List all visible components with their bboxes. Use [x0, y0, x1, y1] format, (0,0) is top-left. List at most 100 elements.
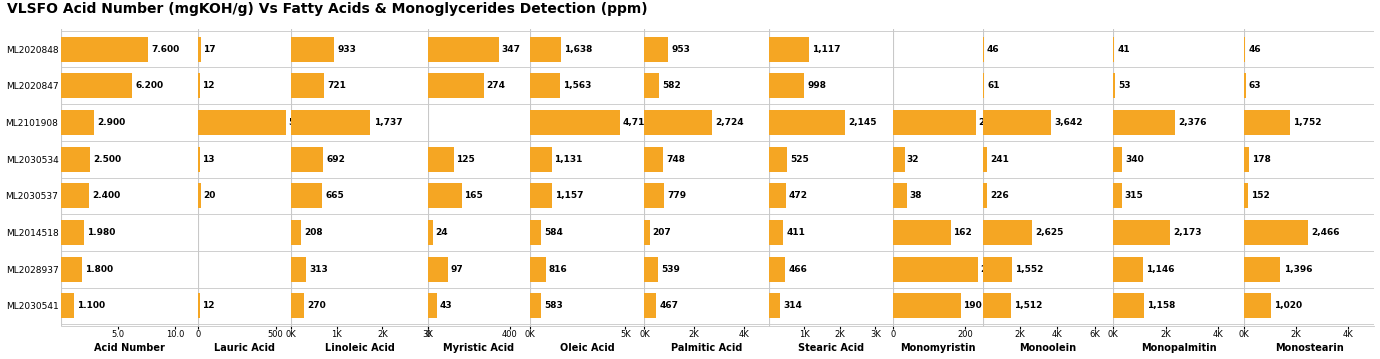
- Bar: [1114, 220, 1170, 245]
- Bar: [428, 293, 437, 318]
- Bar: [197, 73, 200, 98]
- Text: 13: 13: [203, 155, 215, 164]
- Bar: [893, 293, 962, 318]
- Bar: [530, 73, 560, 98]
- Bar: [197, 183, 201, 208]
- X-axis label: Lauric Acid: Lauric Acid: [214, 344, 275, 354]
- Text: 314: 314: [782, 302, 802, 311]
- Bar: [983, 110, 1050, 135]
- Bar: [983, 220, 1032, 245]
- Text: 1,158: 1,158: [1147, 302, 1176, 311]
- Text: 43: 43: [439, 302, 453, 311]
- Text: 411: 411: [787, 228, 806, 237]
- Bar: [644, 147, 662, 172]
- Text: 779: 779: [667, 191, 686, 200]
- Bar: [1114, 183, 1122, 208]
- Bar: [428, 220, 433, 245]
- Text: 2.900: 2.900: [98, 118, 126, 127]
- Bar: [428, 37, 498, 61]
- Text: 274: 274: [487, 81, 505, 90]
- Text: 564: 564: [288, 118, 306, 127]
- Text: 1,638: 1,638: [564, 45, 592, 53]
- Text: 190: 190: [963, 302, 983, 311]
- Text: 178: 178: [1252, 155, 1271, 164]
- Bar: [61, 37, 148, 61]
- X-axis label: Monopalmitin: Monopalmitin: [1141, 344, 1216, 354]
- Text: 692: 692: [326, 155, 345, 164]
- X-axis label: Myristic Acid: Myristic Acid: [443, 344, 515, 354]
- Bar: [291, 293, 304, 318]
- Bar: [893, 257, 978, 282]
- Bar: [1243, 183, 1248, 208]
- Bar: [769, 110, 845, 135]
- Bar: [530, 293, 541, 318]
- Text: 125: 125: [457, 155, 475, 164]
- Text: 748: 748: [667, 155, 684, 164]
- Text: 24: 24: [436, 228, 448, 237]
- Text: 46: 46: [1249, 45, 1261, 53]
- Bar: [428, 73, 484, 98]
- Text: 2,724: 2,724: [715, 118, 744, 127]
- Text: VLSFO Acid Number (mgKOH/g) Vs Fatty Acids & Monoglycerides Detection (ppm): VLSFO Acid Number (mgKOH/g) Vs Fatty Aci…: [7, 2, 647, 16]
- Bar: [644, 37, 668, 61]
- Text: 998: 998: [807, 81, 827, 90]
- Text: 315: 315: [1125, 191, 1144, 200]
- Text: 7.600: 7.600: [152, 45, 179, 53]
- Text: 2,145: 2,145: [849, 118, 876, 127]
- Bar: [291, 183, 322, 208]
- Bar: [644, 293, 656, 318]
- Text: 32: 32: [907, 155, 919, 164]
- X-axis label: Oleic Acid: Oleic Acid: [560, 344, 614, 354]
- Bar: [61, 110, 94, 135]
- Bar: [1114, 257, 1143, 282]
- Text: 2.500: 2.500: [92, 155, 121, 164]
- Bar: [983, 183, 987, 208]
- Bar: [530, 220, 541, 245]
- Text: 17: 17: [203, 45, 215, 53]
- X-axis label: Stearic Acid: Stearic Acid: [798, 344, 864, 354]
- Text: 2,625: 2,625: [1035, 228, 1064, 237]
- Bar: [644, 183, 664, 208]
- Bar: [769, 183, 785, 208]
- Bar: [291, 257, 305, 282]
- Bar: [197, 147, 200, 172]
- Bar: [61, 147, 90, 172]
- Bar: [291, 73, 324, 98]
- Bar: [530, 183, 552, 208]
- Text: 162: 162: [954, 228, 972, 237]
- Bar: [530, 37, 562, 61]
- Bar: [291, 37, 334, 61]
- Text: 583: 583: [544, 302, 563, 311]
- Bar: [61, 293, 73, 318]
- Bar: [644, 110, 712, 135]
- X-axis label: Monostearin: Monostearin: [1275, 344, 1344, 354]
- Text: 1,563: 1,563: [563, 81, 591, 90]
- Text: 165: 165: [464, 191, 483, 200]
- Text: 2,173: 2,173: [1173, 228, 1202, 237]
- Bar: [983, 257, 1012, 282]
- Text: 467: 467: [660, 302, 678, 311]
- Text: 816: 816: [548, 265, 567, 274]
- Bar: [644, 257, 658, 282]
- Bar: [530, 110, 620, 135]
- Bar: [197, 110, 286, 135]
- Text: 953: 953: [671, 45, 690, 53]
- Text: 208: 208: [304, 228, 323, 237]
- Bar: [197, 293, 200, 318]
- Bar: [1114, 110, 1176, 135]
- Text: 1,020: 1,020: [1274, 302, 1301, 311]
- Bar: [893, 147, 905, 172]
- Bar: [530, 147, 552, 172]
- Bar: [983, 147, 987, 172]
- Text: 1,146: 1,146: [1147, 265, 1174, 274]
- Text: 347: 347: [501, 45, 520, 53]
- Bar: [769, 257, 785, 282]
- Bar: [61, 73, 132, 98]
- Bar: [893, 220, 951, 245]
- Text: 1,512: 1,512: [1014, 302, 1042, 311]
- Text: 313: 313: [309, 265, 327, 274]
- Bar: [428, 257, 448, 282]
- Text: 46: 46: [987, 45, 999, 53]
- Text: 466: 466: [788, 265, 807, 274]
- Text: 472: 472: [789, 191, 807, 200]
